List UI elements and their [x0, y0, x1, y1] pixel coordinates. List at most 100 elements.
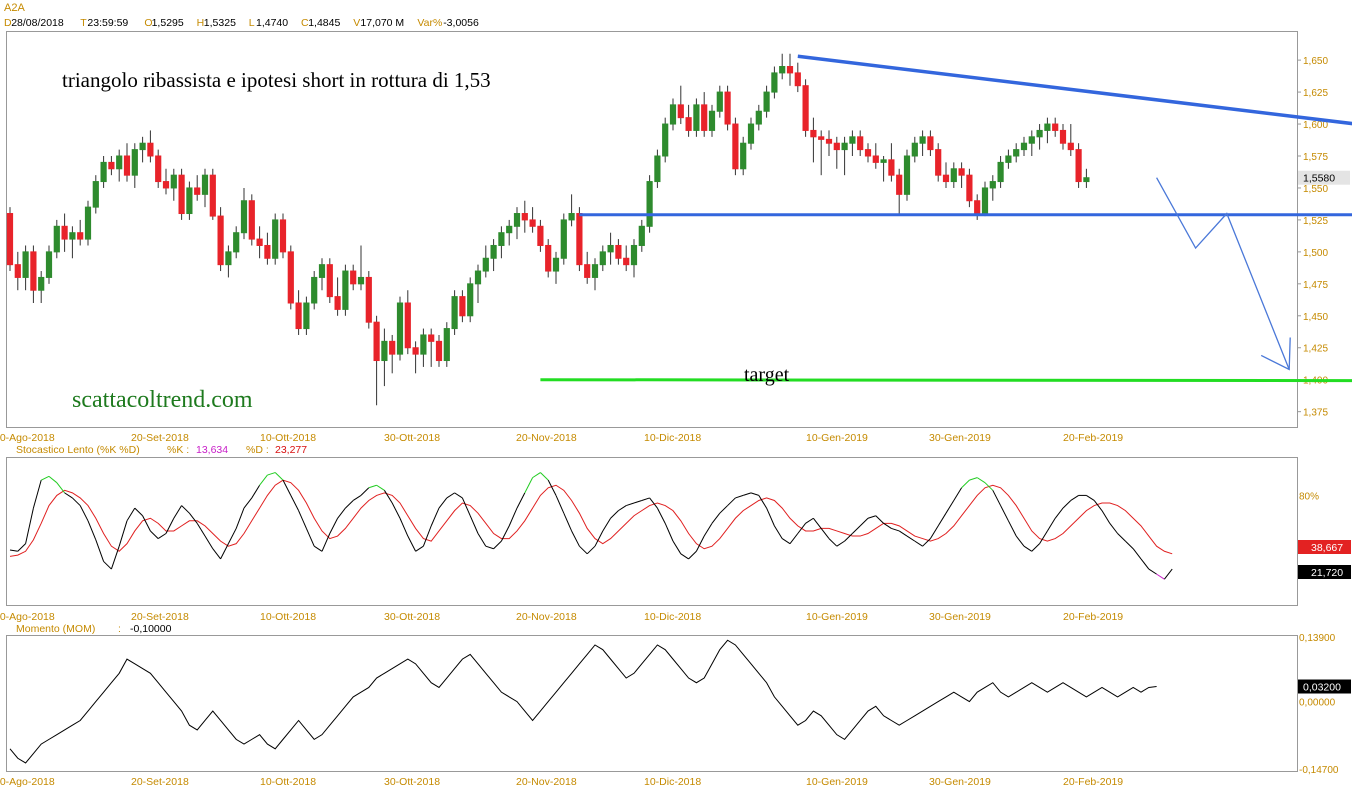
- momentum-panel-frame[interactable]: [6, 635, 1298, 772]
- candle-body: [287, 251, 294, 304]
- stochastic-k-segment: [227, 528, 237, 544]
- candle-body: [521, 213, 528, 221]
- stochastic-k-segment: [929, 525, 939, 539]
- candle: [623, 245, 630, 272]
- stochastic-k-segment: [1039, 530, 1048, 544]
- candle: [287, 245, 294, 310]
- stochastic-k-segment: [368, 484, 377, 489]
- candle: [498, 226, 505, 259]
- stochastic-k-segment: [992, 490, 1002, 506]
- momentum-value: -0,10000: [130, 623, 172, 635]
- stochastic-k-label: %K :: [167, 444, 189, 456]
- candle-body: [880, 159, 887, 163]
- stochastic-k-segment: [743, 492, 752, 496]
- stochastic-k-segment: [540, 472, 549, 481]
- candle: [451, 290, 458, 335]
- candle-body: [45, 251, 53, 278]
- candle: [997, 155, 1004, 188]
- candle: [365, 271, 372, 329]
- stochastic-k-segment: [1046, 517, 1056, 532]
- candle: [248, 194, 255, 246]
- candle: [802, 79, 809, 137]
- stochastic-k-segment: [274, 472, 284, 481]
- candle: [786, 53, 794, 86]
- stochastic-k-segment: [781, 538, 791, 545]
- date-label: 20-Nov-2018: [516, 776, 577, 788]
- candle-body: [974, 200, 981, 215]
- candle-body: [1067, 142, 1074, 151]
- date-label: 20-Feb-2019: [1063, 611, 1123, 623]
- stochastic-k-segment: [641, 497, 650, 501]
- stochastic-k-segment: [1015, 535, 1025, 547]
- stochastic-k-last: 21,720: [1311, 567, 1343, 579]
- stochastic-k-segment: [477, 533, 487, 547]
- date-label: 20-Nov-2018: [516, 611, 577, 623]
- candle-body: [147, 142, 154, 157]
- candle-body: [92, 181, 99, 208]
- candle: [685, 104, 692, 137]
- stochastic-k-segment: [610, 510, 619, 519]
- candle: [911, 136, 918, 163]
- candle: [638, 219, 645, 252]
- candle-body: [459, 296, 466, 317]
- candle-body: [669, 104, 677, 125]
- candle: [412, 341, 419, 374]
- quote-key: D: [4, 17, 12, 29]
- candle-body: [272, 219, 279, 259]
- candle: [225, 245, 232, 278]
- candle: [927, 130, 934, 156]
- candle: [708, 104, 716, 137]
- date-label: 30-Ago-2018: [0, 611, 55, 623]
- quote-value: 28/08/2018: [11, 17, 64, 29]
- stochastic-k-segment: [87, 520, 97, 541]
- date-label: 20-Set-2018: [131, 776, 189, 788]
- candle-body: [755, 110, 762, 125]
- candle-body: [849, 136, 856, 144]
- candle-body: [506, 225, 513, 234]
- candle: [935, 143, 942, 182]
- quote-value: 23:59:59: [87, 17, 128, 29]
- candle-body: [84, 206, 92, 240]
- candle-body: [14, 264, 21, 278]
- stochastic-k-segment: [711, 512, 721, 524]
- candle-body: [467, 283, 474, 317]
- stochastic-k-segment: [867, 515, 876, 519]
- stochastic-k-segment: [1101, 510, 1111, 524]
- candle-body: [30, 251, 37, 291]
- stochastic-k-segment: [189, 512, 198, 524]
- candle: [170, 168, 177, 201]
- stochastic-d-last-box: [1298, 540, 1351, 554]
- candle: [334, 277, 341, 316]
- candle-body: [381, 340, 388, 362]
- stochastic-k-segment: [727, 497, 736, 506]
- candle: [833, 136, 840, 169]
- candle: [443, 322, 450, 367]
- candle: [108, 155, 115, 176]
- candle-body: [326, 264, 333, 298]
- candle-body: [123, 155, 131, 176]
- trend-lines: [540, 54, 1352, 383]
- candle-body: [607, 244, 614, 253]
- candle-body: [209, 174, 216, 217]
- candle-body: [256, 238, 263, 246]
- stochastic-panel-frame[interactable]: [6, 457, 1298, 606]
- candle: [825, 130, 833, 156]
- stochastic-k-segment: [181, 505, 190, 514]
- stochastic-k-segment: [836, 540, 845, 547]
- date-label: 30-Ago-2018: [0, 432, 55, 444]
- candle-body: [201, 174, 209, 195]
- stochastic-k-segment: [305, 528, 315, 547]
- candle: [264, 232, 271, 265]
- stochastic-k-segment: [898, 530, 908, 537]
- stochastic-k-segment: [142, 515, 151, 532]
- candle: [584, 251, 591, 284]
- stochastic-k-segment: [40, 475, 50, 481]
- candle-body: [888, 159, 895, 176]
- candle: [872, 143, 879, 169]
- candle: [326, 258, 333, 304]
- candle: [474, 264, 482, 304]
- candle: [662, 117, 669, 163]
- candle: [178, 168, 185, 220]
- candle-body: [279, 219, 287, 253]
